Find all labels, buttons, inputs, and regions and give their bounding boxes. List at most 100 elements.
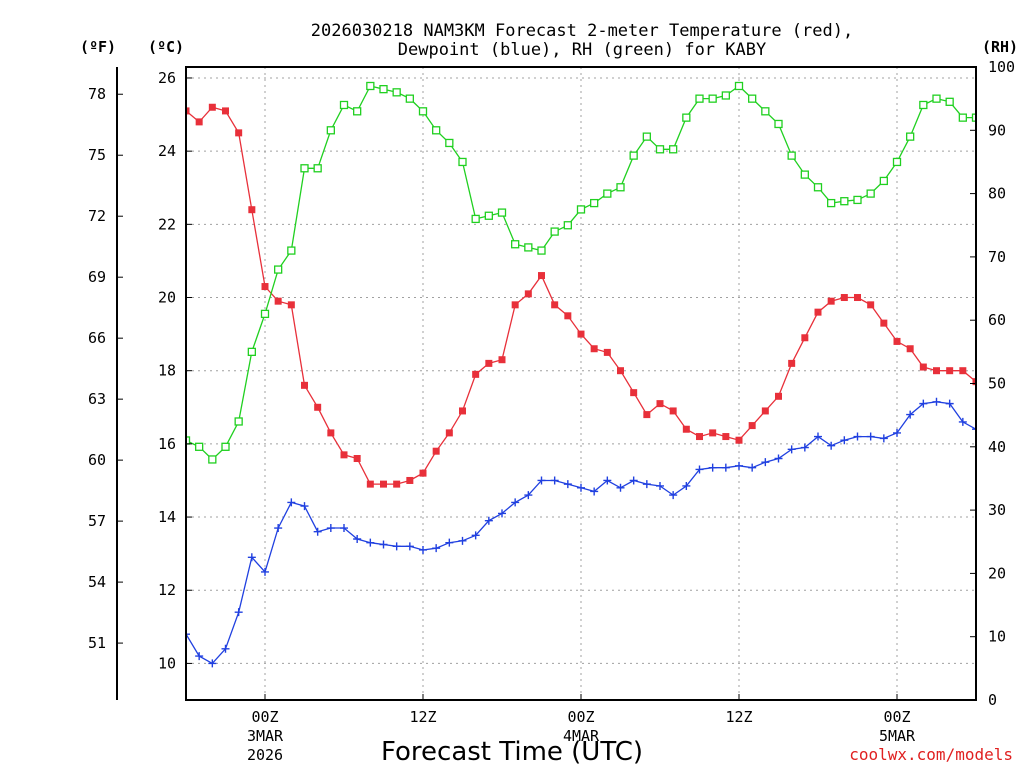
x-tick-date: 4MAR xyxy=(563,727,600,745)
rh-tick-label: 10 xyxy=(988,628,1006,646)
temperature-point xyxy=(840,294,848,302)
celsius-tick-label: 16 xyxy=(158,435,176,453)
dewpoint-point xyxy=(563,480,572,489)
dewpoint-point xyxy=(669,491,678,500)
temperature-point xyxy=(775,392,782,400)
temperature-point xyxy=(867,301,875,309)
celsius-tick-label: 18 xyxy=(158,362,176,380)
temperature-point xyxy=(577,330,585,338)
dewpoint-point xyxy=(840,436,849,445)
rh-point xyxy=(590,198,599,208)
rh-point xyxy=(537,246,546,255)
x-tick-label: 00Z xyxy=(883,708,910,726)
temperature-point xyxy=(472,370,480,378)
temperature-point xyxy=(366,480,374,488)
fahrenheit-tick-label: 57 xyxy=(88,512,106,530)
rh-point xyxy=(774,119,783,129)
rh-tick-label: 70 xyxy=(988,248,1006,266)
dewpoint-point xyxy=(498,509,506,518)
temperature-point xyxy=(617,367,624,375)
temperature-point xyxy=(393,480,401,488)
rh-tick-label: 30 xyxy=(988,501,1006,519)
temperature-point xyxy=(222,107,229,115)
temperature-point xyxy=(380,480,387,488)
temperature-point xyxy=(524,290,532,298)
dewpoint-point xyxy=(392,542,401,551)
temperature-point xyxy=(630,389,638,397)
rh-point xyxy=(813,183,823,192)
rh-point xyxy=(655,145,665,154)
series-layer xyxy=(186,81,976,668)
temperature-point xyxy=(722,433,730,441)
temperature-point xyxy=(498,356,506,364)
chart-title-line1: 2026030218 NAM3KM Forecast 2-meter Tempe… xyxy=(311,21,853,41)
temperature-point xyxy=(603,348,611,356)
fahrenheit-tick-label: 75 xyxy=(88,146,106,164)
celsius-tick-label: 24 xyxy=(158,142,176,160)
temperature-point xyxy=(485,359,493,367)
celsius-tick-label: 10 xyxy=(158,654,176,672)
rh-point xyxy=(195,442,204,451)
temperature-point xyxy=(235,129,243,137)
rh-point xyxy=(919,100,928,110)
rh-point xyxy=(866,189,875,198)
temperature-point xyxy=(314,403,322,411)
temperature-point xyxy=(406,476,414,484)
temperature-point xyxy=(208,103,216,111)
temperature-point xyxy=(709,429,717,437)
dewpoint-point xyxy=(879,434,888,443)
dewpoint-point xyxy=(471,531,480,540)
rh-point xyxy=(879,176,888,186)
dewpoint-point xyxy=(287,498,296,507)
dewpoint-point xyxy=(708,463,717,472)
x-tick-year: 2026 xyxy=(247,746,283,764)
temperature-point xyxy=(906,345,914,353)
dewpoint-point xyxy=(432,544,441,553)
celsius-tick-label: 20 xyxy=(158,289,176,307)
rh-point xyxy=(787,151,796,160)
dewpoint-point xyxy=(774,454,783,463)
temperature-point xyxy=(564,312,572,320)
dewpoint-point xyxy=(656,481,664,490)
fahrenheit-tick-label: 54 xyxy=(88,573,106,591)
rh-point xyxy=(695,94,704,103)
rh-point xyxy=(247,347,256,357)
dewpoint-point xyxy=(682,481,691,490)
dewpoint-point xyxy=(932,397,941,406)
rh-point xyxy=(484,211,493,220)
fahrenheit-tick-label: 69 xyxy=(88,268,106,286)
temperature-point xyxy=(551,301,559,309)
fahrenheit-tick-label: 66 xyxy=(88,329,106,347)
rh-tick-label: 0 xyxy=(988,691,997,709)
celsius-tick-label: 26 xyxy=(158,69,176,87)
dewpoint-point xyxy=(405,542,414,551)
temperature-point xyxy=(656,400,664,408)
celsius-unit-label: (ºC) xyxy=(148,38,184,56)
x-tick-label: 00Z xyxy=(567,708,594,726)
rh-point xyxy=(511,240,520,249)
dewpoint-point xyxy=(484,516,493,525)
temperature-point xyxy=(511,301,519,309)
rh-point xyxy=(392,88,401,97)
fahrenheit-tick-label: 72 xyxy=(88,207,106,225)
temperature-point xyxy=(287,301,295,309)
temperature-point xyxy=(459,407,466,415)
rh-point xyxy=(458,157,467,167)
temperature-point xyxy=(827,297,835,305)
dewpoint-point xyxy=(721,463,730,472)
dewpoint-point xyxy=(313,527,322,536)
x-tick-label: 12Z xyxy=(409,708,436,726)
rh-point xyxy=(603,189,612,198)
dewpoint-point xyxy=(261,567,269,576)
dewpoint-point xyxy=(735,461,743,470)
celsius-tick-label: 12 xyxy=(158,581,176,599)
dewpoint-line xyxy=(186,401,976,665)
rh-point xyxy=(326,126,335,135)
dewpoint-point xyxy=(208,659,217,668)
rh-point xyxy=(906,132,915,141)
dewpoint-point xyxy=(221,644,230,653)
dewpoint-series xyxy=(186,397,976,668)
rh-point xyxy=(550,227,559,236)
temperature-point xyxy=(761,407,769,415)
dewpoint-point xyxy=(800,443,809,452)
